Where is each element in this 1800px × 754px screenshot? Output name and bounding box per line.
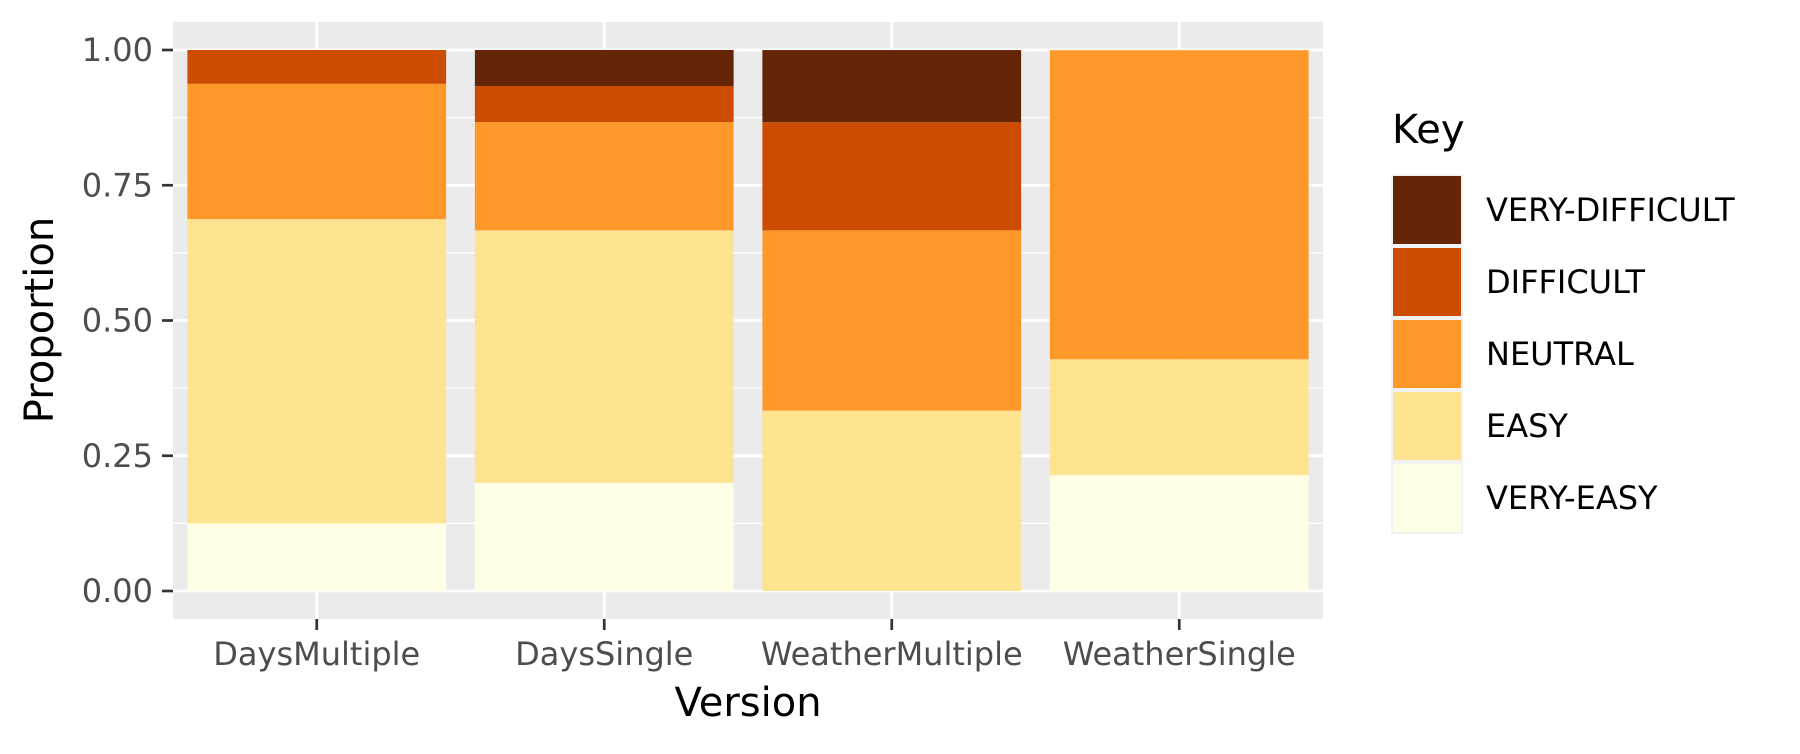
x-axis: DaysMultiple DaysSingle WeatherMultiple Wea…	[213, 619, 1296, 673]
bar-segment-neutral	[474, 122, 734, 231]
legend-key-very-easy	[1391, 462, 1463, 534]
bar-segment-easy	[1049, 359, 1309, 476]
legend-key-easy	[1391, 390, 1463, 462]
bar-segment-difficult	[474, 86, 734, 123]
x-tick-label: DaysMultiple	[213, 635, 420, 673]
legend-label: VERY-DIFFICULT	[1486, 191, 1735, 229]
bar-segment-difficult	[762, 122, 1022, 231]
legend: Key VERY-DIFFICULT DIFFICULT NEUTRAL EASY VE…	[1391, 107, 1735, 534]
y-axis-title: Proportion	[17, 217, 63, 423]
bar-segment-very-easy	[1049, 475, 1309, 591]
bar-segment-very-easy	[474, 482, 734, 591]
y-tick-label: 0.75	[82, 166, 153, 204]
bar-segment-neutral	[762, 230, 1022, 411]
x-axis-title: Version	[674, 680, 821, 726]
bar-segment-easy	[474, 230, 734, 483]
bar-segment-difficult	[187, 50, 447, 84]
bar-segment-neutral	[1049, 50, 1309, 360]
bar-segment-very-easy	[187, 523, 447, 591]
y-axis: 0.00 0.25 0.50 0.75 1.00	[82, 31, 173, 610]
legend-label: EASY	[1486, 407, 1568, 445]
bar-segment-very-difficult	[474, 49, 734, 87]
legend-key-neutral	[1391, 318, 1463, 390]
legend-label: NEUTRAL	[1486, 335, 1634, 373]
x-tick-label: DaysSingle	[515, 635, 693, 673]
legend-label: VERY-EASY	[1486, 479, 1658, 517]
bar-segment-easy	[762, 410, 1022, 591]
legend-key-difficult	[1391, 246, 1463, 318]
bar-segment-very-difficult	[762, 50, 1022, 123]
legend-title: Key	[1392, 107, 1465, 153]
bar-segment-neutral	[187, 83, 447, 220]
bars	[187, 49, 1309, 591]
x-tick-label: WeatherMultiple	[761, 635, 1023, 673]
legend-key-very-difficult	[1391, 174, 1463, 246]
y-tick-label: 1.00	[82, 31, 153, 69]
bar-segment-easy	[187, 219, 447, 524]
legend-label: DIFFICULT	[1486, 263, 1646, 301]
y-tick-label: 0.00	[82, 572, 153, 610]
y-tick-label: 0.25	[82, 437, 153, 475]
x-tick-label: WeatherSingle	[1063, 635, 1296, 673]
y-tick-label: 0.50	[82, 302, 153, 340]
